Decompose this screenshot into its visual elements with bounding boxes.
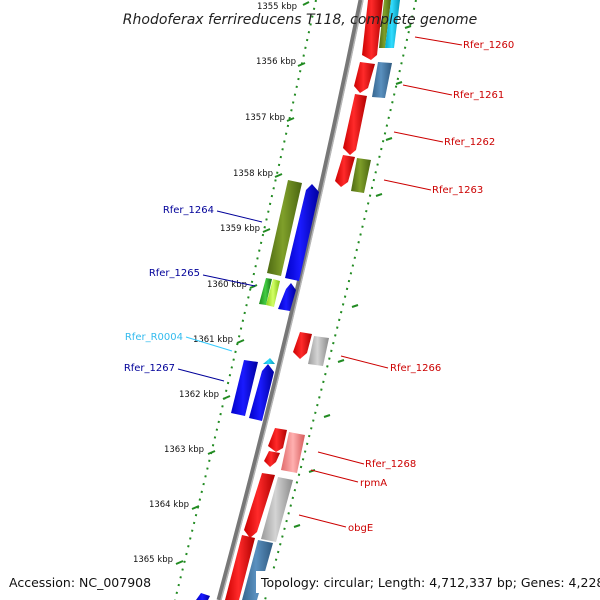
tick-labels: 1355 kbp 1356 kbp 1357 kbp 1358 kbp 1359… bbox=[133, 2, 297, 565]
label-rfer-1268[interactable]: Rfer_1268 bbox=[365, 459, 416, 470]
label-rfer-r0004[interactable]: Rfer_R0004 bbox=[125, 332, 183, 343]
label-rfer-1260[interactable]: Rfer_1260 bbox=[463, 40, 514, 51]
outer-strand-features bbox=[335, 0, 400, 193]
gene-rfer-1266-pseudo[interactable] bbox=[308, 336, 329, 366]
gene-bottom-steel[interactable] bbox=[242, 540, 273, 600]
gene-rfer-1268-pink[interactable] bbox=[281, 432, 305, 473]
gene-rfer-1261-steel[interactable] bbox=[372, 62, 392, 98]
tick-label-1356: 1356 kbp bbox=[256, 57, 296, 67]
label-rfer-1261[interactable]: Rfer_1261 bbox=[453, 90, 504, 101]
gene-rpmA[interactable] bbox=[264, 451, 280, 467]
gene-rfer-r0004[interactable] bbox=[263, 358, 275, 364]
inner-strand-features bbox=[231, 180, 319, 421]
tick-label-1365: 1365 kbp bbox=[133, 555, 173, 565]
label-rfer-1267[interactable]: Rfer_1267 bbox=[124, 363, 175, 374]
label-rfer-1263[interactable]: Rfer_1263 bbox=[432, 185, 483, 196]
label-rfer-1262[interactable]: Rfer_1262 bbox=[444, 137, 495, 148]
gene-rfer-1268-red[interactable] bbox=[268, 428, 287, 452]
gene-rfer-1265-lime[interactable] bbox=[266, 279, 280, 307]
gene-rfer-1265[interactable] bbox=[278, 283, 296, 311]
tick-label-1361: 1361 kbp bbox=[193, 335, 233, 345]
gene-rfer-1260-cyan[interactable] bbox=[385, 0, 400, 48]
genome-backbone-highlight bbox=[220, 0, 364, 600]
gene-rfer-1260-olive[interactable] bbox=[379, 0, 391, 48]
map-title: Rhodoferax ferrireducens T118, complete … bbox=[123, 12, 477, 28]
gene-rfer-1262[interactable] bbox=[343, 94, 367, 155]
topology-text: Topology: circular; Length: 4,712,337 bp… bbox=[260, 575, 600, 590]
label-rpmA[interactable]: rpmA bbox=[360, 478, 387, 489]
tick-label-1363: 1363 kbp bbox=[164, 445, 204, 455]
genome-backbone-arc bbox=[216, 0, 364, 600]
lower-outer-features bbox=[196, 332, 329, 600]
tick-label-1355: 1355 kbp bbox=[257, 2, 297, 12]
gene-label-group: Rfer_1260 Rfer_1261 Rfer_1262 Rfer_1263 … bbox=[124, 40, 514, 534]
gene-rfer-1267-a[interactable] bbox=[231, 360, 258, 416]
tick-label-1362: 1362 kbp bbox=[179, 390, 219, 400]
tick-marks bbox=[175, 1, 310, 565]
gene-bottom-blue[interactable] bbox=[196, 593, 210, 600]
accession-text: Accession: NC_007908 bbox=[9, 575, 151, 590]
footer-accession-bg bbox=[4, 571, 151, 593]
label-rfer-1264[interactable]: Rfer_1264 bbox=[163, 205, 214, 216]
label-rfer-1266[interactable]: Rfer_1266 bbox=[390, 363, 441, 374]
gene-rfer-1267-b[interactable] bbox=[249, 364, 274, 421]
gene-rfer-1266[interactable] bbox=[293, 332, 312, 359]
label-rfer-1265[interactable]: Rfer_1265 bbox=[149, 268, 200, 279]
gene-rfer-1263-red[interactable] bbox=[335, 155, 355, 187]
leader-lines bbox=[177, 36, 463, 528]
tick-label-1360: 1360 kbp bbox=[207, 280, 247, 290]
footer-topology-bg bbox=[256, 571, 596, 593]
gene-rfer-1261[interactable] bbox=[354, 62, 375, 93]
tick-label-1359: 1359 kbp bbox=[220, 224, 260, 234]
gene-bottom-red[interactable] bbox=[225, 535, 255, 600]
gene-rfer-1265-green[interactable] bbox=[259, 278, 272, 305]
gene-obgE[interactable] bbox=[244, 473, 275, 538]
inner-dotted-track bbox=[174, 0, 317, 600]
label-obgE[interactable]: obgE bbox=[348, 523, 373, 534]
tick-label-1364: 1364 kbp bbox=[149, 500, 189, 510]
tick-label-1358: 1358 kbp bbox=[233, 169, 273, 179]
gene-rfer-1264-olive[interactable] bbox=[267, 180, 302, 276]
gene-rfer-1263-olive[interactable] bbox=[351, 158, 371, 193]
tick-label-1357: 1357 kbp bbox=[245, 113, 285, 123]
gene-obgE-pseudo[interactable] bbox=[261, 477, 293, 542]
gene-rfer-1264[interactable] bbox=[285, 184, 319, 281]
gene-rfer-1260[interactable] bbox=[362, 0, 383, 60]
